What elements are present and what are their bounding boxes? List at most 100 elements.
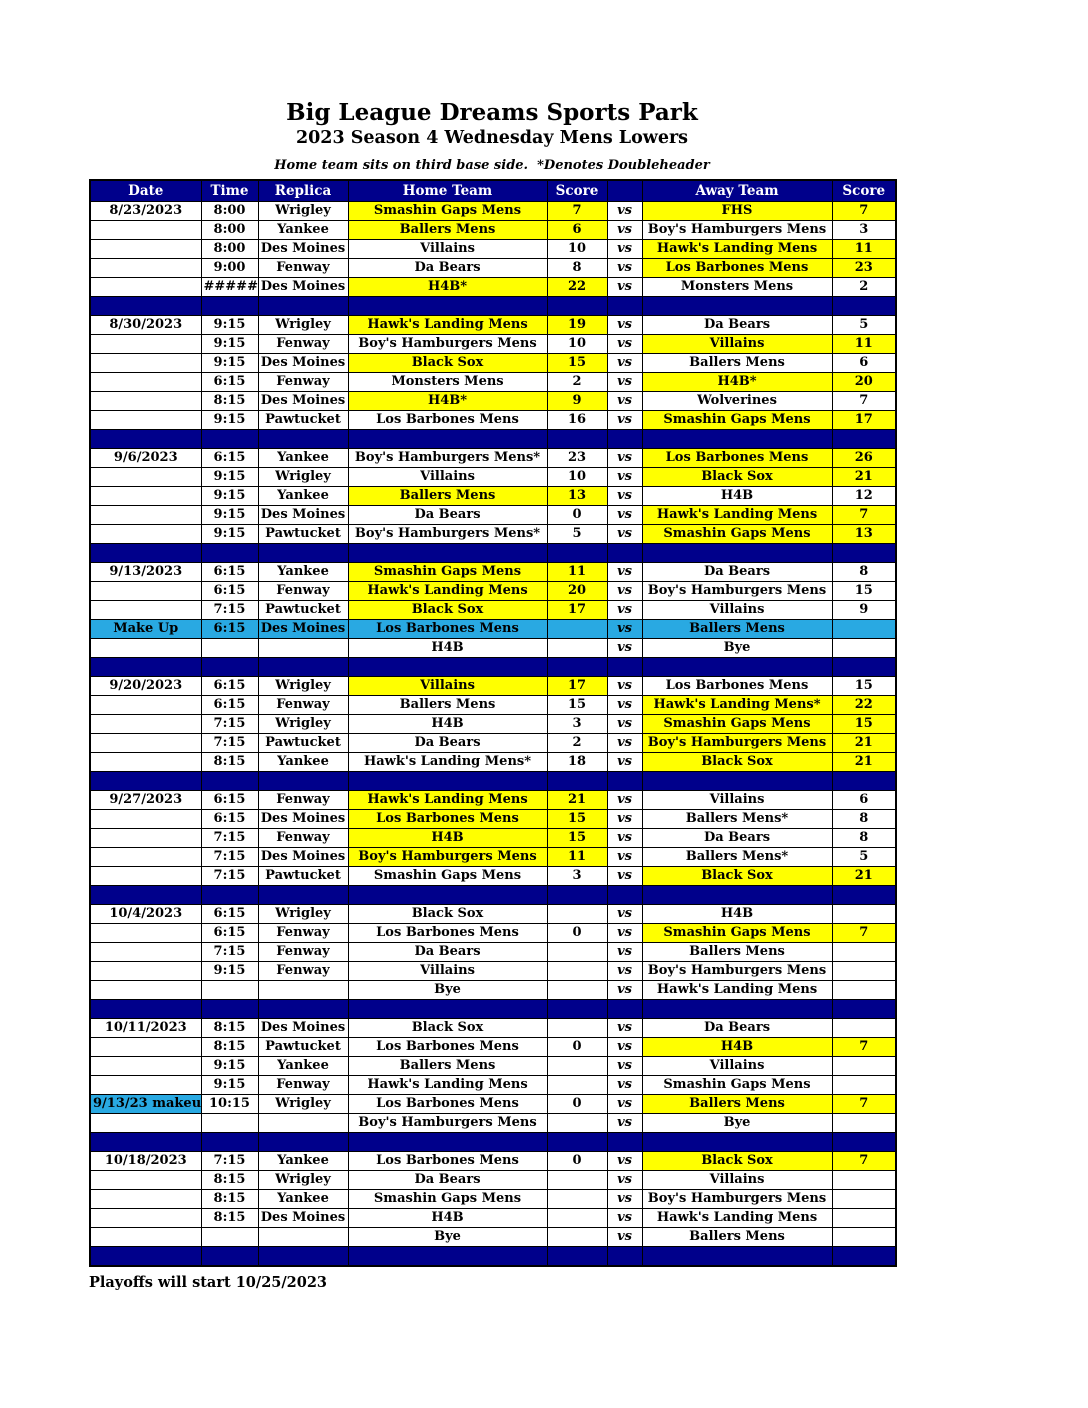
- vs-cell: vs: [606, 1036, 643, 1057]
- separator-row: [89, 770, 897, 791]
- replica-cell: Fenway: [257, 941, 349, 962]
- game-row: 6:15 Fenway Monsters Mens 2 vs H4B* 20: [89, 371, 897, 392]
- vs-cell: vs: [606, 561, 643, 582]
- home-team-cell: Villains: [347, 466, 548, 487]
- away-score-cell: [831, 1074, 897, 1095]
- home-team-cell: Los Barbones Mens: [347, 808, 548, 829]
- time-cell: 7:15: [200, 732, 259, 753]
- separator-cell: [546, 998, 608, 1019]
- home-score-cell: 10: [546, 238, 608, 259]
- time-cell: 9:15: [200, 409, 259, 430]
- home-score-cell: 10: [546, 466, 608, 487]
- away-score-cell: 11: [831, 333, 897, 354]
- replica-cell: Wrigley: [257, 1093, 349, 1114]
- separator-cell: [347, 542, 548, 563]
- away-team-cell: Boy's Hamburgers Mens: [641, 732, 833, 753]
- away-team-cell: Smashin Gaps Mens: [641, 409, 833, 430]
- date-cell: [89, 333, 202, 354]
- time-cell: 9:15: [200, 333, 259, 354]
- date-cell: [89, 390, 202, 411]
- home-score-cell: 3: [546, 713, 608, 734]
- home-team-cell: Smashin Gaps Mens: [347, 561, 548, 582]
- home-team-cell: H4B: [347, 827, 548, 848]
- time-cell: 6:15: [200, 371, 259, 392]
- game-row: 9:15 Yankee Ballers Mens vs Villains: [89, 1055, 897, 1076]
- vs-cell: vs: [606, 789, 643, 810]
- game-row: 9/27/2023 6:15 Fenway Hawk's Landing Mens 21…: [89, 789, 897, 810]
- away-team-cell: Smashin Gaps Mens: [641, 1074, 833, 1095]
- col-header-vs: [606, 179, 643, 202]
- home-score-cell: 7: [546, 200, 608, 221]
- date-cell: [89, 276, 202, 297]
- game-row: 9/20/2023 6:15 Wrigley Villains 17 vs Los Barb…: [89, 675, 897, 696]
- replica-cell: Fenway: [257, 694, 349, 715]
- away-team-cell: Ballers Mens: [641, 618, 833, 639]
- date-cell: [89, 466, 202, 487]
- vs-cell: vs: [606, 941, 643, 962]
- away-team-cell: Ballers Mens: [641, 1093, 833, 1114]
- separator-cell: [347, 770, 548, 791]
- game-row: 9:15 Des Moines Da Bears 0 vs Hawk's Landing …: [89, 504, 897, 525]
- game-row: 10/11/2023 8:15 Des Moines Black Sox vs Da Be…: [89, 1017, 897, 1038]
- away-team-cell: Ballers Mens: [641, 352, 833, 373]
- away-score-cell: [831, 1226, 897, 1247]
- separator-cell: [347, 1131, 548, 1152]
- home-team-cell: Los Barbones Mens: [347, 1150, 548, 1171]
- date-cell: [89, 352, 202, 373]
- home-score-cell: 15: [546, 352, 608, 373]
- game-row: 8:15 Yankee Hawk's Landing Mens* 18 vs Black …: [89, 751, 897, 772]
- vs-cell: vs: [606, 1055, 643, 1076]
- vs-cell: vs: [606, 732, 643, 753]
- date-cell: [89, 257, 202, 278]
- home-team-cell: Smashin Gaps Mens: [347, 1188, 548, 1209]
- away-team-cell: Hawk's Landing Mens*: [641, 694, 833, 715]
- away-team-cell: Smashin Gaps Mens: [641, 523, 833, 544]
- home-score-cell: 19: [546, 314, 608, 335]
- separator-cell: [200, 295, 259, 316]
- away-team-cell: Los Barbones Mens: [641, 675, 833, 696]
- replica-cell: [257, 1226, 349, 1247]
- home-score-cell: 15: [546, 827, 608, 848]
- home-score-cell: [546, 637, 608, 658]
- away-score-cell: 6: [831, 352, 897, 373]
- col-header-home-team: Home Team: [347, 179, 548, 202]
- time-cell: 8:00: [200, 219, 259, 240]
- separator-cell: [200, 428, 259, 449]
- replica-cell: Yankee: [257, 485, 349, 506]
- replica-cell: Pawtucket: [257, 599, 349, 620]
- date-cell: [89, 694, 202, 715]
- separator-cell: [641, 542, 833, 563]
- date-cell: [89, 1112, 202, 1133]
- separator-cell: [606, 998, 643, 1019]
- date-cell: [89, 599, 202, 620]
- away-team-cell: Bye: [641, 1112, 833, 1133]
- away-score-cell: 8: [831, 827, 897, 848]
- date-cell: [89, 1207, 202, 1228]
- away-team-cell: Bye: [641, 637, 833, 658]
- time-cell: 7:15: [200, 1150, 259, 1171]
- replica-cell: Fenway: [257, 371, 349, 392]
- date-cell: Make Up: [89, 618, 202, 639]
- time-cell: 8:15: [200, 1207, 259, 1228]
- away-score-cell: 21: [831, 751, 897, 772]
- separator-cell: [257, 656, 349, 677]
- home-team-cell: Ballers Mens: [347, 694, 548, 715]
- away-score-cell: [831, 941, 897, 962]
- separator-cell: [546, 1131, 608, 1152]
- separator-cell: [546, 770, 608, 791]
- away-team-cell: H4B*: [641, 371, 833, 392]
- vs-cell: vs: [606, 1093, 643, 1114]
- away-score-cell: 20: [831, 371, 897, 392]
- separator-cell: [89, 1131, 202, 1152]
- away-team-cell: Los Barbones Mens: [641, 447, 833, 468]
- away-team-cell: Black Sox: [641, 1150, 833, 1171]
- vs-cell: vs: [606, 922, 643, 943]
- replica-cell: Fenway: [257, 1074, 349, 1095]
- separator-cell: [347, 998, 548, 1019]
- date-cell: [89, 960, 202, 981]
- game-row: 6:15 Fenway Hawk's Landing Mens 20 vs Boy's H…: [89, 580, 897, 601]
- game-row: 7:15 Pawtucket Black Sox 17 vs Villains 9: [89, 599, 897, 620]
- separator-cell: [546, 295, 608, 316]
- time-cell: 8:15: [200, 1169, 259, 1190]
- away-score-cell: 5: [831, 846, 897, 867]
